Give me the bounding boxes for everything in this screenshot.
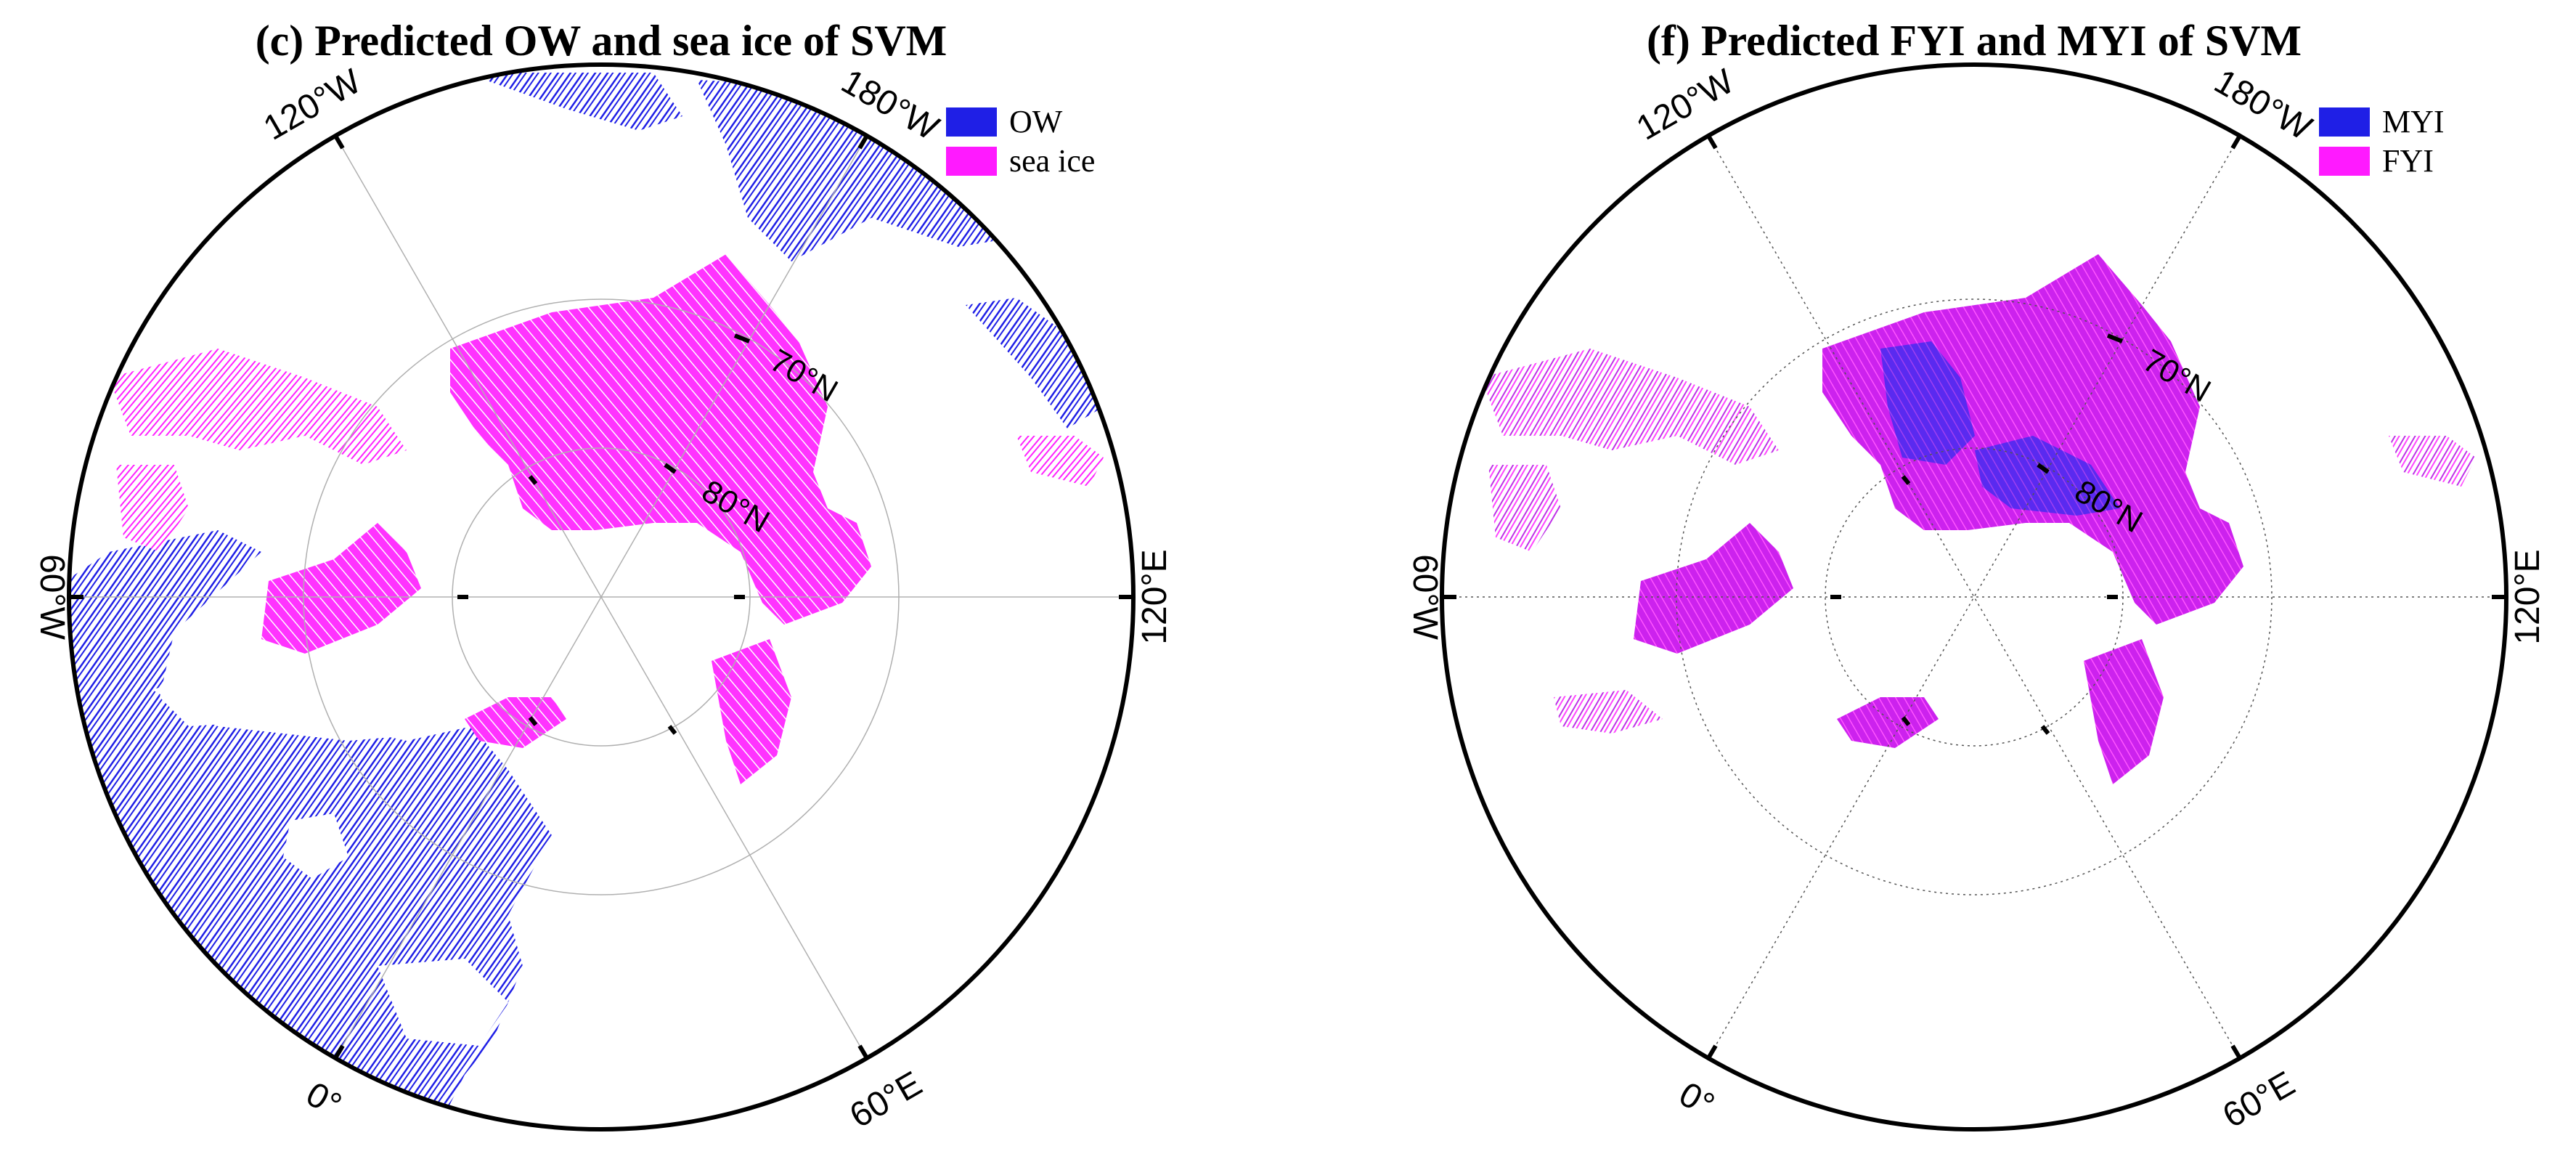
sea-ice-region-baffin (261, 523, 421, 654)
sea-ice-region-hudson (116, 465, 189, 552)
myi-region-canadian-archipelago (1880, 341, 1975, 465)
ow-region-bering (697, 80, 1002, 261)
fyi-region-canadian-arctic (1481, 349, 1779, 465)
sea-ice-region-barents (712, 639, 791, 784)
fyi-region-greenland-sea (1837, 697, 1939, 748)
ow-region-bering-east (966, 298, 1104, 428)
legend-label-fyi: FYI (2382, 143, 2434, 179)
sea-ice-region-canadian-arctic (109, 349, 407, 465)
fyi-region-barents (2084, 639, 2164, 784)
panel-f-ticks (1442, 134, 2506, 1060)
panel-f-graticule (1442, 135, 2506, 1059)
sea-ice-region-chukchi-east (1016, 436, 1104, 487)
panel-f-lon-180w: 180°W (2208, 62, 2318, 148)
legend-swatch-myi (2319, 107, 2370, 137)
fyi-region-baffin (1634, 523, 1793, 654)
panel-c-lon-60w: 60°W (33, 554, 71, 641)
panel-f-map (1442, 135, 2506, 1059)
panel-f-lon-60w: 60°W (1406, 554, 1444, 641)
legend-label-myi: MYI (2382, 104, 2445, 139)
panel-c-graticule (69, 135, 1133, 1059)
panel-f-lon-120e: 120°E (2508, 549, 2547, 644)
panel-c: (c) Predicted OW and sea ice of SVM (33, 17, 1174, 1136)
panel-f-lon-120w: 120°W (1630, 62, 1740, 148)
fyi-region-chukchi-east (2389, 436, 2476, 487)
myi-region-central-band (1975, 436, 2120, 516)
panel-c-lon-120e: 120°E (1136, 549, 1174, 644)
legend-swatch-sea-ice (946, 147, 997, 176)
legend-swatch-ow (946, 107, 997, 137)
panel-c-lon-120w: 120°W (257, 62, 367, 148)
legend-label-ow: OW (1009, 104, 1063, 139)
panel-c-lon-0: 0° (300, 1075, 348, 1125)
panel-f-frame (1440, 62, 2508, 1131)
legend-swatch-fyi (2319, 147, 2370, 176)
ow-region-pacific-top (465, 73, 682, 131)
panel-f-lon-60e: 60°E (2217, 1064, 2302, 1135)
panel-c-lon-60e: 60°E (844, 1064, 929, 1135)
panel-c-map (69, 73, 1133, 1129)
legend-label-sea-ice: sea ice (1009, 143, 1095, 179)
sea-ice-region-central-arctic (450, 254, 871, 625)
panel-f-lon-0: 0° (1673, 1075, 1721, 1125)
panel-c-legend: OW sea ice (946, 104, 1095, 179)
panel-f: (f) Predicted FYI and MYI of SVM (1406, 17, 2547, 1136)
panel-f-legend: MYI FYI (2319, 104, 2445, 179)
panel-c-ticks (69, 134, 1133, 1060)
sea-ice-region-greenland-sea (465, 697, 566, 748)
panel-f-title: (f) Predicted FYI and MYI of SVM (1647, 17, 2302, 65)
fyi-region-hudson (1488, 465, 1561, 552)
fyi-region-labrador (1554, 690, 1663, 734)
panel-c-title: (c) Predicted OW and sea ice of SVM (256, 17, 947, 65)
